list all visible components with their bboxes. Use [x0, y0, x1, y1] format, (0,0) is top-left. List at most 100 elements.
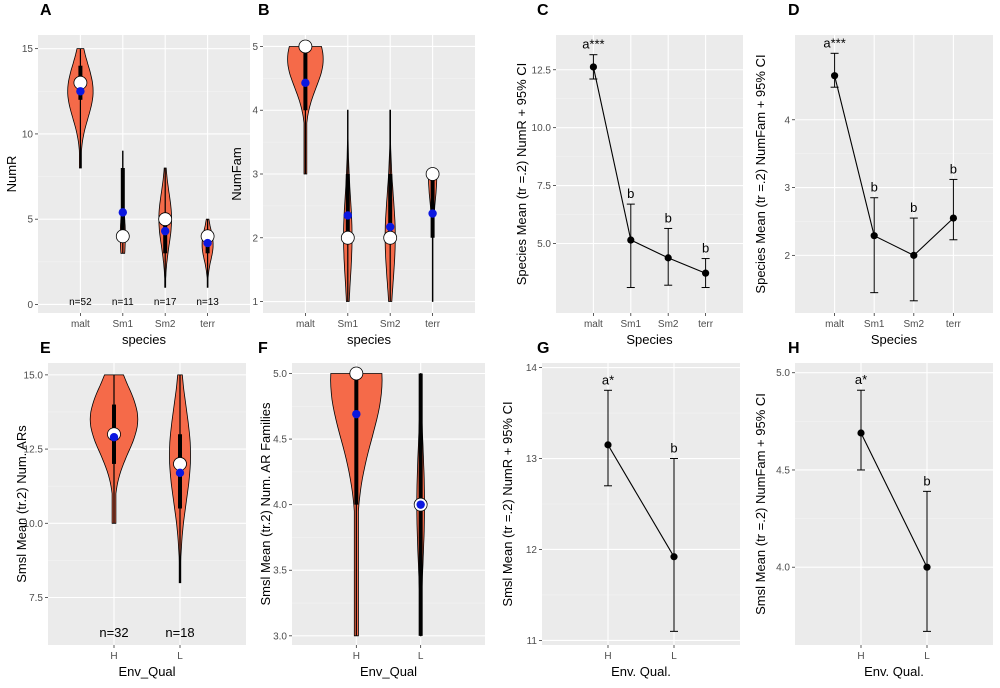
significance-letter: a*: [855, 372, 867, 387]
y-tick-label: 4: [784, 115, 790, 126]
panel-letter: A: [40, 2, 52, 19]
plot-background: [795, 35, 993, 313]
y-tick-label: 5.0: [273, 369, 287, 380]
x-tick-label: malt: [584, 319, 603, 330]
y-tick-label: 2: [252, 233, 258, 244]
median-point: [383, 230, 398, 245]
panel-b: 1 2 3 4 5 malt Sm1 Sm2 terr species NumFam B: [229, 2, 475, 347]
mean-point: [604, 441, 612, 449]
plot-background: [292, 363, 485, 645]
x-tick-label: L: [177, 651, 183, 662]
significance-letter: b: [627, 186, 634, 201]
y-axis-title: NumR: [4, 156, 19, 193]
x-tick-label: Sm1: [864, 319, 885, 330]
mean-point: [702, 269, 710, 277]
y-tick-label: 12.5: [532, 65, 552, 76]
y-axis-title: NumFam: [229, 147, 244, 200]
significance-letter: b: [910, 200, 917, 215]
significance-letter: b: [923, 473, 930, 488]
y-tick-label: 5: [252, 42, 258, 53]
y-tick-label: 1: [252, 297, 258, 308]
mean-line: [607, 444, 675, 558]
significance-letter: b: [950, 161, 957, 176]
x-tick-label: Sm1: [113, 319, 134, 330]
n-label: n=11: [112, 297, 134, 308]
mean-point: [343, 211, 352, 220]
x-tick-label: H: [857, 651, 864, 662]
y-tick-label: 4.0: [776, 563, 790, 574]
significance-letter: b: [670, 441, 677, 456]
panel-letter: B: [258, 2, 270, 19]
median-point: [298, 39, 313, 54]
y-axis-title: Species Mean (tr =.2) NumFam + 95% CI: [753, 54, 768, 293]
x-axis-title: Env. Qual.: [864, 664, 924, 679]
y-axis-title: Smsl Mean (tr =.2) NumR + 95% CI: [500, 401, 515, 606]
x-tick-label: terr: [698, 319, 714, 330]
mean-point: [627, 236, 635, 244]
mean-line: [834, 75, 954, 257]
y-tick-label: 13: [526, 454, 538, 465]
x-tick-label: L: [418, 651, 424, 662]
x-axis-title: Env_Qual: [118, 664, 175, 679]
median-point: [349, 366, 364, 381]
x-tick-label: malt: [71, 319, 90, 330]
panel-letter: C: [537, 2, 549, 19]
x-axis-title: species: [347, 332, 392, 347]
x-axis-title: Env_Qual: [360, 664, 417, 679]
plot-background: [795, 363, 993, 645]
mean-point: [109, 433, 119, 442]
significance-letter: b: [702, 241, 709, 256]
panel-a: 0 5 10 15 malt Sm1 Sm2 terr species NumR An=52 n=11…: [4, 2, 250, 347]
y-axis-title: Smsl Mean (tr.2) Num. AR Families: [258, 402, 273, 605]
significance-letter: b: [665, 210, 672, 225]
x-axis-title: species: [122, 332, 167, 347]
y-tick-label: 12: [526, 545, 538, 556]
panel-c: 5.0 7.5 10.0 12.5 malt Sm1 Sm2 terr Species Speci…: [514, 2, 743, 347]
mean-point: [428, 209, 437, 218]
median-point: [425, 167, 440, 181]
y-axis-title: Smsl Mean (tr.2) Num. ARs: [14, 425, 29, 583]
y-tick-label: 0: [27, 300, 33, 311]
x-tick-label: terr: [200, 319, 216, 330]
x-tick-label: Sm1: [621, 319, 642, 330]
mean-point: [352, 409, 361, 419]
y-tick-label: 5.0: [776, 368, 790, 379]
y-tick-label: 3: [252, 170, 258, 181]
x-tick-label: Sm2: [155, 319, 176, 330]
mean-line: [592, 66, 706, 274]
mean-point: [203, 238, 212, 248]
y-tick-label: 10: [22, 129, 34, 140]
plot-background: [556, 35, 743, 313]
panel-letter: F: [258, 340, 268, 357]
mean-point: [118, 208, 128, 217]
x-axis-title: Species: [871, 332, 918, 347]
x-tick-label: malt: [825, 319, 844, 330]
x-tick-label: L: [671, 651, 677, 662]
y-axis-title: Species Mean (tr =.2) NumR + 95% CI: [514, 63, 529, 286]
plot-background: [48, 363, 246, 645]
panel-d: 2 3 4 malt Sm1 Sm2 terr Species Species Mean (tr…: [753, 2, 993, 347]
x-axis-title: Env. Qual.: [611, 664, 671, 679]
n-label: n=13: [196, 297, 219, 308]
x-tick-label: H: [110, 651, 117, 662]
y-tick-label: 4.5: [273, 435, 287, 446]
x-tick-label: terr: [425, 319, 441, 330]
n-label: n=32: [99, 625, 128, 640]
y-tick-label: 5: [27, 215, 33, 226]
panel-letter: H: [788, 340, 800, 357]
median-point: [115, 229, 130, 244]
x-axis-title: Species: [626, 332, 673, 347]
mean-point: [161, 226, 170, 236]
y-tick-label: 7.5: [29, 593, 43, 604]
x-tick-label: Sm1: [338, 319, 359, 330]
y-tick-label: 15.0: [24, 370, 44, 381]
x-tick-label: Sm2: [658, 319, 679, 330]
y-tick-label: 3.0: [273, 631, 287, 642]
y-tick-label: 14: [526, 363, 538, 374]
n-label: n=52: [69, 297, 92, 308]
y-tick-label: 2: [784, 251, 790, 262]
